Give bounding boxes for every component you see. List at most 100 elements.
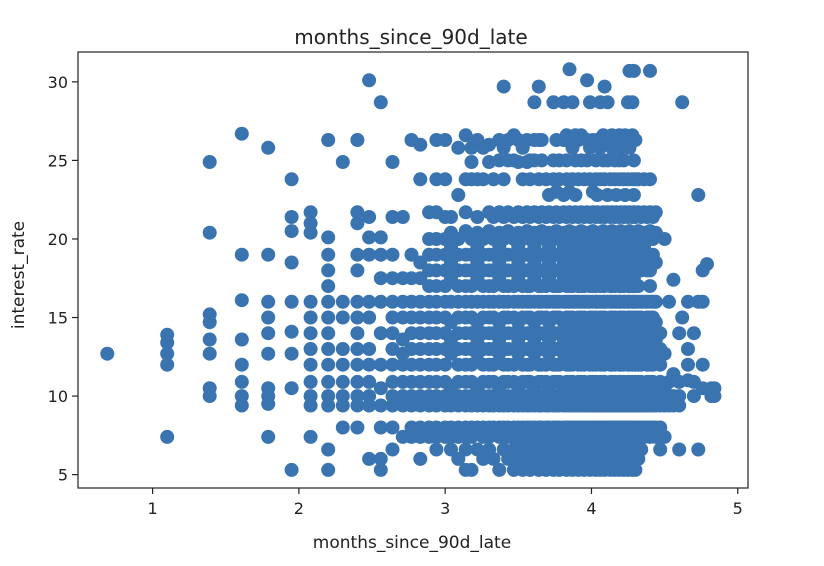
data-point — [160, 357, 175, 372]
data-point — [675, 95, 690, 110]
data-point — [643, 279, 657, 294]
data-point — [486, 357, 501, 372]
data-point — [160, 335, 175, 350]
data-point — [666, 272, 681, 287]
data-point — [531, 79, 546, 94]
data-point — [362, 451, 377, 466]
data-point — [496, 79, 511, 94]
data-point — [350, 420, 365, 435]
points-layer — [100, 62, 722, 477]
data-point — [464, 462, 479, 477]
data-point — [321, 326, 336, 341]
data-point — [321, 133, 336, 147]
data-point — [476, 172, 491, 187]
data-point — [413, 451, 428, 466]
data-point — [303, 398, 318, 413]
data-point — [373, 462, 388, 477]
data-point — [583, 95, 597, 110]
data-point — [385, 310, 400, 325]
data-point — [373, 398, 388, 413]
plot-frame — [77, 51, 749, 489]
data-point — [160, 429, 175, 444]
data-point — [350, 216, 365, 231]
data-point — [350, 342, 365, 356]
data-point — [321, 398, 336, 413]
data-point — [321, 294, 336, 309]
data-point — [335, 342, 350, 356]
data-point — [672, 442, 687, 457]
data-point — [321, 462, 336, 477]
data-point — [303, 326, 318, 341]
data-point — [202, 225, 217, 240]
data-point — [707, 389, 722, 404]
data-point — [458, 442, 473, 457]
data-point — [438, 357, 453, 372]
data-point — [284, 324, 299, 339]
data-point — [261, 326, 276, 341]
data-point — [321, 442, 336, 457]
data-point — [385, 247, 400, 262]
data-point — [350, 374, 365, 389]
data-point — [284, 172, 299, 187]
data-point — [335, 398, 350, 413]
data-point — [672, 326, 687, 341]
data-point — [625, 95, 640, 110]
data-point — [695, 357, 710, 372]
y-tick-label: 20 — [48, 230, 68, 249]
data-point — [385, 271, 400, 286]
data-point — [284, 462, 299, 477]
data-point — [648, 315, 663, 330]
data-point — [261, 247, 276, 262]
data-point — [373, 326, 388, 341]
data-point — [335, 357, 350, 372]
data-point — [350, 398, 365, 413]
data-point — [373, 381, 388, 396]
y-axis-label: interest_rate — [9, 221, 29, 329]
data-point — [335, 374, 350, 389]
data-point — [568, 188, 583, 202]
data-point — [451, 188, 466, 202]
data-point — [600, 95, 615, 110]
y-tick-label: 15 — [48, 309, 68, 328]
data-point — [335, 420, 350, 435]
data-point — [385, 374, 400, 389]
data-point — [234, 126, 249, 141]
data-point — [700, 257, 714, 272]
data-point — [261, 294, 276, 309]
data-point — [350, 294, 365, 309]
data-point — [362, 342, 377, 356]
data-point — [451, 451, 466, 466]
x-tick-label: 4 — [586, 499, 596, 518]
data-point — [303, 374, 318, 389]
data-point — [648, 205, 663, 220]
y-tick-label: 5 — [58, 466, 68, 485]
data-point — [303, 205, 318, 220]
data-point — [470, 210, 485, 224]
data-point — [626, 63, 641, 78]
data-point — [597, 79, 612, 94]
data-point — [373, 357, 388, 372]
data-point — [486, 451, 501, 466]
x-tick-label: 1 — [148, 499, 158, 518]
data-point — [373, 247, 388, 262]
data-point — [261, 396, 276, 411]
data-point — [492, 462, 507, 477]
data-point — [284, 381, 299, 396]
chart-title: months_since_90d_late — [294, 25, 527, 49]
data-point — [202, 155, 217, 169]
data-point — [362, 374, 377, 389]
data-point — [284, 224, 299, 239]
data-point — [675, 310, 690, 325]
data-point — [590, 188, 605, 202]
data-point — [261, 346, 276, 361]
data-point — [321, 357, 336, 372]
y-tick-label: 25 — [48, 151, 68, 170]
data-point — [335, 294, 350, 309]
data-point — [373, 230, 388, 245]
data-point — [303, 310, 318, 325]
data-point — [695, 294, 710, 309]
data-point — [321, 342, 336, 356]
data-point — [385, 357, 400, 372]
data-point — [653, 326, 668, 341]
data-point — [284, 255, 299, 270]
